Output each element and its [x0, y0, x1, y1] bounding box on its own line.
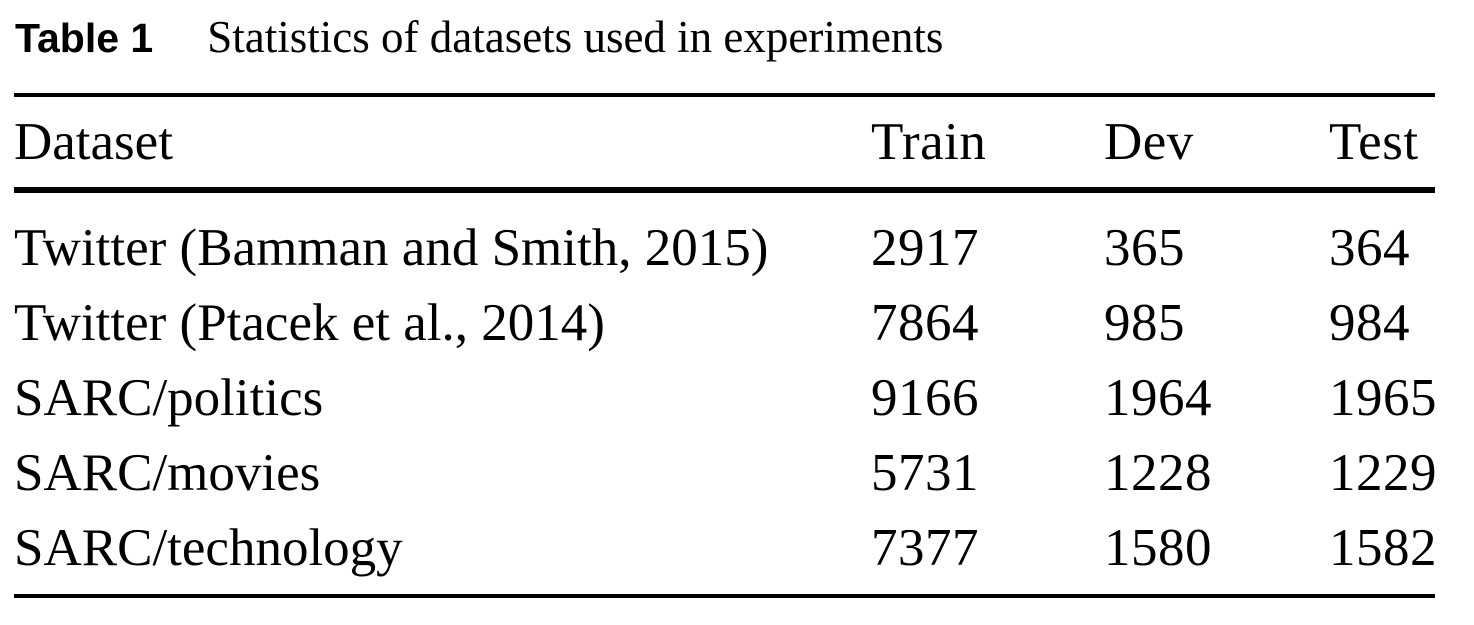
cell-train: 7377 — [871, 519, 979, 577]
cell-test: 364 — [1329, 219, 1410, 277]
table-row: SARC/movies 5731 1228 1229 — [14, 436, 1437, 511]
cell-dataset: Twitter (Ptacek et al., 2014) — [14, 294, 605, 352]
cell-train: 2917 — [871, 219, 979, 277]
cell-test: 984 — [1329, 294, 1410, 352]
column-header-dev: Dev — [1104, 95, 1329, 193]
column-header-dataset: Dataset — [14, 95, 871, 193]
column-header-train: Train — [871, 95, 1104, 193]
cell-test: 1229 — [1329, 444, 1437, 502]
cell-train: 5731 — [871, 444, 979, 502]
table-row: SARC/politics 9166 1964 1965 — [14, 361, 1437, 436]
cell-dataset: SARC/politics — [14, 369, 324, 427]
cell-test: 1965 — [1329, 369, 1437, 427]
cell-dataset: SARC/movies — [14, 444, 321, 502]
cell-train: 7864 — [871, 294, 979, 352]
table-caption: Table 1 Statistics of datasets used in ex… — [15, 8, 1474, 67]
cell-dataset: SARC/technology — [14, 519, 403, 577]
cell-dev: 985 — [1104, 294, 1185, 352]
table-header: Dataset Train Dev Test — [14, 95, 1435, 193]
cell-dev: 1228 — [1104, 444, 1212, 502]
table-caption-label: Table 1 — [15, 15, 154, 61]
cell-dev: 1964 — [1104, 369, 1212, 427]
dataset-statistics-table: Dataset Train Dev Test Twitter (Bamman a… — [14, 93, 1437, 598]
cell-dev: 365 — [1104, 219, 1185, 277]
cell-dataset: Twitter (Bamman and Smith, 2015) — [14, 219, 769, 277]
cell-dev: 1580 — [1104, 519, 1212, 577]
cell-test: 1582 — [1329, 519, 1437, 577]
table-body: Twitter (Bamman and Smith, 2015) 2917 36… — [14, 190, 1437, 596]
cell-train: 9166 — [871, 369, 979, 427]
column-header-test: Test — [1329, 95, 1435, 193]
table-caption-text: Statistics of datasets used in experimen… — [207, 12, 944, 62]
table-row: Twitter (Bamman and Smith, 2015) 2917 36… — [14, 190, 1435, 286]
table-row: Twitter (Ptacek et al., 2014) 7864 985 9… — [14, 286, 1435, 361]
table-row: SARC/technology 7377 1580 1582 — [14, 511, 1437, 596]
header-row: Dataset Train Dev Test — [14, 95, 1435, 193]
